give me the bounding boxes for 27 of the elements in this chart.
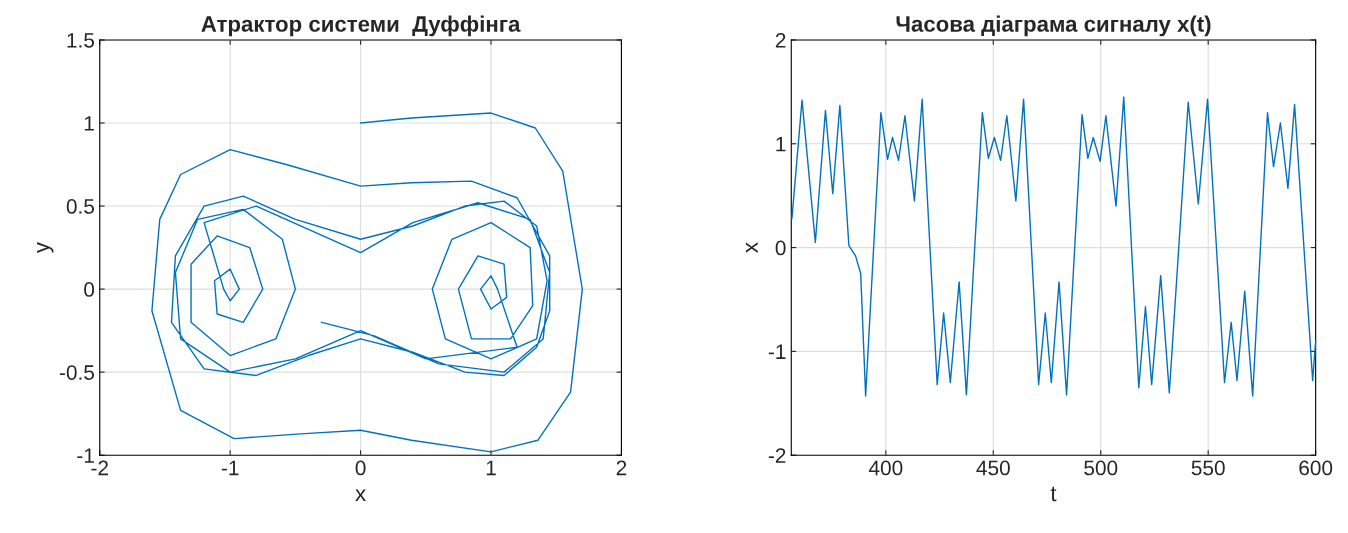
y-tick-label: -2: [768, 448, 786, 463]
y-tick-label: -1: [768, 344, 786, 359]
x-tick-label: 0: [355, 460, 366, 476]
x-tick-label: 2: [616, 460, 627, 476]
y-tick-label: 0: [84, 282, 95, 297]
x-tick-label: -1: [221, 460, 239, 476]
x-tick-label: 1: [486, 460, 496, 476]
x-tick-label: 450: [976, 460, 1010, 476]
x-tick-label: 600: [1299, 460, 1333, 476]
y-axis-title: x: [745, 242, 758, 253]
y-tick-label: 1: [776, 136, 786, 152]
y-axis-title: y: [37, 242, 54, 254]
y-tick-label: 0.5: [66, 199, 95, 214]
x-axis-title: t: [1050, 486, 1057, 502]
line-series: [791, 96, 1317, 397]
x-tick-label: 550: [1191, 460, 1225, 476]
x-tick-label: 500: [1084, 460, 1118, 476]
x-axis-title: x: [355, 489, 366, 502]
chart-title: Атрактор системи Дуффінга: [201, 15, 521, 37]
x-tick-label: 400: [868, 460, 903, 476]
y-tick-label: 0: [775, 240, 786, 256]
y-tick-label: 1: [84, 116, 94, 131]
chart-title: Часова діаграма сигналу x(t): [896, 15, 1211, 37]
y-tick-label: 2: [775, 32, 786, 48]
y-tick-label: 1.5: [67, 33, 95, 48]
y-tick-label: -0.5: [59, 365, 95, 380]
line-series: [151, 112, 583, 453]
